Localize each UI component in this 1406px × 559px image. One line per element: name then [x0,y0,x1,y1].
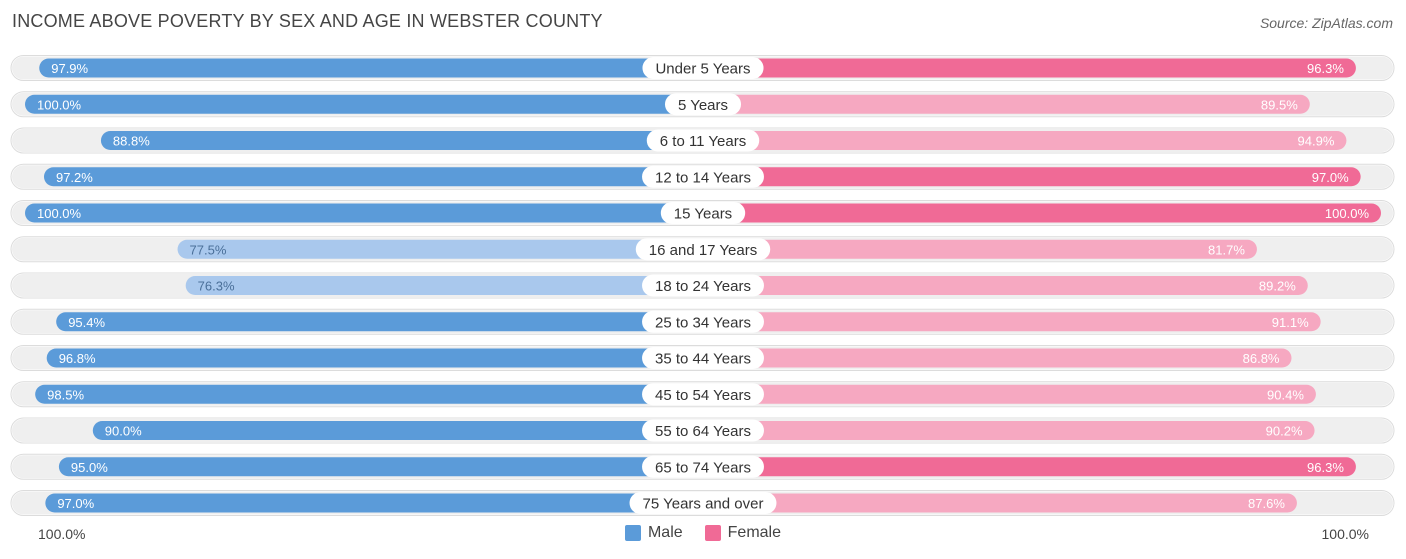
value-label-male: 96.8% [59,351,96,366]
category-label: 16 and 17 Years [649,242,757,259]
bar-female [703,239,1257,259]
axis-left-label: 100.0% [38,526,86,542]
value-label-male: 95.4% [68,315,105,330]
category-label: 5 Years [678,97,728,114]
bar-female [703,203,1381,223]
value-label-male: 97.9% [51,61,88,76]
category-pill [642,274,764,297]
category-pill [642,165,764,188]
category-label: 25 to 34 Years [655,314,751,331]
value-label-male: 90.0% [105,424,142,439]
value-label-male: 76.3% [198,279,235,294]
value-label-female: 96.3% [1307,460,1344,475]
bar-female [703,94,1310,114]
bar-female [703,312,1321,332]
category-label: 15 Years [674,206,732,223]
source-credit: Source: ZipAtlas.com [1259,15,1393,31]
value-label-female: 100.0% [1325,206,1370,221]
value-label-female: 90.4% [1267,387,1304,402]
value-label-male: 97.2% [56,170,93,185]
value-label-female: 94.9% [1298,134,1335,149]
category-pill [642,383,764,406]
value-label-female: 96.3% [1307,61,1344,76]
category-pill [642,419,764,442]
bar-female [703,348,1292,368]
legend-swatch-male [624,525,641,541]
bar-male [25,203,703,223]
category-label: 35 to 44 Years [655,351,751,368]
legend-item-female: Female [704,524,782,542]
category-label: 6 to 11 Years [660,133,746,150]
bar-female [703,493,1297,513]
value-label-female: 97.0% [1312,170,1349,185]
value-label-female: 89.5% [1261,97,1298,112]
value-label-female: 86.8% [1243,351,1280,366]
legend-swatch-female [704,525,721,541]
category-label: 65 to 74 Years [655,459,751,476]
bar-male [185,276,703,295]
bar-male [43,167,703,187]
category-pill [642,347,764,369]
axis-right-label: 100.0% [1321,526,1369,542]
bar-male [25,94,703,114]
bar-female [703,457,1356,477]
category-pill [642,57,764,79]
bar-male [39,58,704,78]
value-label-male: 77.5% [190,242,227,257]
category-pill [660,202,746,224]
bar-female [703,131,1347,150]
category-pill [642,310,764,333]
value-label-male: 98.5% [47,387,84,402]
category-label: 12 to 14 Years [655,169,751,186]
bar-female [703,58,1356,78]
category-label: 55 to 64 Years [655,423,751,440]
bar-male [58,457,703,477]
category-pill [664,93,742,116]
category-label: 45 to 54 Years [655,387,751,404]
value-label-female: 87.6% [1248,496,1285,511]
category-pill [635,238,771,261]
legend-label-female: Female [727,524,782,541]
value-label-female: 91.1% [1272,315,1309,330]
value-label-male: 88.8% [113,134,150,149]
value-label-male: 97.0% [57,496,94,511]
category-pill [629,492,777,514]
legend-item-male: Male [624,524,683,542]
category-pill [646,129,760,152]
bar-male [177,239,704,259]
category-label: Under 5 Years [655,61,750,78]
legend: Male Female [0,524,1406,542]
bar-male [35,384,704,404]
value-label-female: 90.2% [1266,424,1303,439]
value-label-male: 100.0% [37,97,82,112]
bar-male [100,131,704,150]
value-label-female: 81.7% [1208,242,1245,257]
bar-male [46,348,704,368]
bar-male [56,312,704,332]
bar-female [703,276,1308,295]
diverging-bar-chart: 97.9% 96.3% Under 5 Years 100.0% 89.5% 5 Year… [10,55,1395,516]
bar-female [703,421,1315,440]
category-label: 75 Years and over [643,496,764,513]
category-pill [642,455,764,478]
value-label-male: 100.0% [37,206,82,221]
value-label-female: 89.2% [1259,279,1296,294]
bar-male [45,493,703,513]
chart-title: INCOME ABOVE POVERTY BY SEX AND AGE IN W… [12,11,603,31]
category-label: 18 to 24 Years [655,278,751,295]
bar-female [703,384,1316,404]
value-label-male: 95.0% [71,460,108,475]
bar-male [92,421,704,440]
bar-female [703,167,1361,187]
legend-label-male: Male [647,524,683,541]
